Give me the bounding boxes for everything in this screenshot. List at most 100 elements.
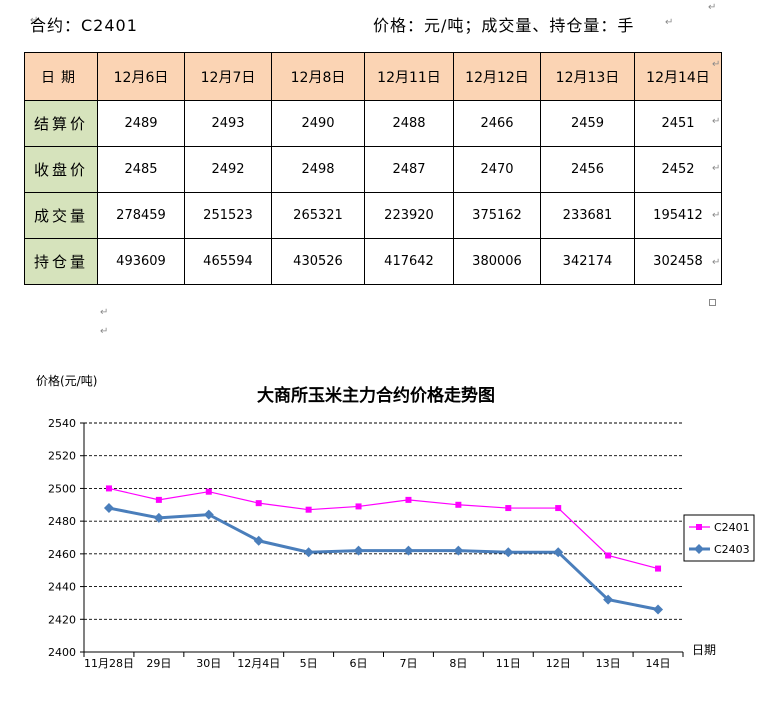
- x-tick-label: 8日: [449, 657, 467, 670]
- paragraph-mark: ↵: [100, 326, 109, 337]
- table-cell: 265321: [271, 192, 365, 239]
- table-cell: 430526: [271, 238, 365, 285]
- table-cell: 223920: [364, 192, 454, 239]
- data-point: [105, 485, 112, 492]
- row-end-mark: ↵: [712, 163, 721, 174]
- table-cell: 2451: [634, 100, 722, 147]
- table-cell: 302458: [634, 238, 722, 285]
- y-tick-label: 2500: [48, 482, 76, 495]
- data-point: [253, 535, 264, 546]
- series-line-C2401: [108, 487, 659, 570]
- row-end-mark: ↵: [712, 257, 721, 268]
- table-cell: 2490: [271, 100, 365, 147]
- table-cell: 2485: [97, 146, 185, 193]
- paragraph-mark: ↵: [665, 17, 674, 28]
- data-point: [605, 552, 612, 559]
- data-point: [405, 496, 412, 503]
- data-point: [103, 503, 114, 514]
- x-tick-label: 30日: [196, 657, 221, 670]
- x-tick-label: 12月4日: [237, 657, 280, 670]
- table-cell: 278459: [97, 192, 185, 239]
- data-point: [603, 594, 614, 605]
- x-tick-label: 11月28日: [84, 657, 134, 670]
- data-point: [155, 496, 162, 503]
- row-header: 持仓量: [24, 238, 98, 285]
- table-cell: 2466: [453, 100, 541, 147]
- table-cell: 2470: [453, 146, 541, 193]
- data-point: [505, 505, 512, 512]
- table-cell: 2487: [364, 146, 454, 193]
- header-cell: 12月7日: [184, 52, 272, 101]
- header-cell: 12月6日: [97, 52, 185, 101]
- table-cell: 2459: [540, 100, 635, 147]
- header-cell: 12月11日: [364, 52, 454, 101]
- row-end-mark: ↵: [712, 116, 721, 127]
- data-point: [305, 506, 312, 513]
- x-tick-label: 29日: [146, 657, 171, 670]
- table-row: 成交量 278459 251523 265321 223920 375162 233681 1…: [24, 192, 722, 239]
- table-row: 结算价 2489 2493 2490 2488 2466 2459 2451: [24, 100, 722, 147]
- y-tick-label: 2540: [48, 417, 76, 430]
- x-tick-label: 5日: [300, 657, 318, 670]
- table-cell: 251523: [184, 192, 272, 239]
- y-tick-label: 2440: [48, 581, 76, 594]
- table-cell: 417642: [364, 238, 454, 285]
- data-point: [153, 512, 164, 523]
- table-cell: 2489: [97, 100, 185, 147]
- y-tick-label: 2420: [48, 613, 76, 626]
- chart-title: 大商所玉米主力合约价格走势图: [257, 385, 495, 406]
- series-line-C2403: [108, 506, 659, 611]
- legend-marker: [694, 544, 704, 554]
- header-cell: 12月8日: [271, 52, 365, 101]
- header-cell: 12月14日: [634, 52, 722, 101]
- row-header: 结算价: [24, 100, 98, 147]
- data-point: [453, 545, 464, 556]
- trade-data-table: 日期 12月6日 12月7日 12月8日 12月11日 12月12日 12月13日 12月14…: [24, 52, 722, 285]
- data-point: [503, 547, 514, 558]
- paragraph-mark: ↵: [100, 307, 109, 318]
- data-point: [555, 505, 562, 512]
- x-tick-label: 11日: [496, 657, 521, 670]
- legend-label: C2401: [714, 521, 750, 534]
- unit-label: 价格：元/吨；成交量、持仓量：手: [373, 16, 635, 35]
- y-axis-label: 价格(元/吨): [36, 373, 97, 388]
- table-cell: 465594: [184, 238, 272, 285]
- table-cell: 2456: [540, 146, 635, 193]
- x-tick-label: 7日: [399, 657, 417, 670]
- y-tick-label: 2460: [48, 548, 76, 561]
- table-cell: 233681: [540, 192, 635, 239]
- table-cell: 2492: [184, 146, 272, 193]
- table-row: 收盘价 2485 2492 2498 2487 2470 2456 2452: [24, 146, 722, 193]
- row-header: 收盘价: [24, 146, 98, 193]
- plot-area: 2400 2420 2440 2460 2480 2500 2520 2540 11月28日 29…: [48, 417, 684, 670]
- legend: C2401 C2403: [683, 514, 755, 562]
- contract-label: 合约：C2401: [30, 16, 138, 35]
- data-point: [655, 565, 662, 572]
- header-cell: 12月13日: [540, 52, 635, 101]
- table-cell: 2498: [271, 146, 365, 193]
- table-cell: 2493: [184, 100, 272, 147]
- header-cell: 12月12日: [453, 52, 541, 101]
- x-axis-label: 日期: [692, 643, 716, 657]
- paragraph-mark: ↵: [30, 15, 39, 26]
- table-cell: 493609: [97, 238, 185, 285]
- table-cell: 342174: [540, 238, 635, 285]
- data-point: [403, 545, 414, 556]
- data-point: [205, 488, 212, 495]
- x-tick-label: 14日: [646, 657, 671, 670]
- y-tick-label: 2400: [48, 646, 76, 659]
- data-point: [553, 547, 564, 558]
- legend-marker: [696, 524, 702, 530]
- price-trend-chart: 大商所玉米主力合约价格走势图 价格(元/吨) 日期 2400 2420 2440 24…: [36, 373, 755, 670]
- data-point: [455, 501, 462, 508]
- table-cell: 2452: [634, 146, 722, 193]
- table-cell: 380006: [453, 238, 541, 285]
- row-end-mark: ↵: [712, 210, 721, 221]
- data-point: [353, 545, 364, 556]
- x-tick-label: 12日: [546, 657, 571, 670]
- table-header-row: 日期 12月6日 12月7日 12月8日 12月11日 12月12日 12月13日 12月14…: [24, 52, 722, 101]
- table-resize-handle[interactable]: [709, 299, 716, 306]
- x-tick-label: 13日: [596, 657, 621, 670]
- legend-box: [683, 514, 755, 562]
- paragraph-mark: ↵: [708, 2, 717, 13]
